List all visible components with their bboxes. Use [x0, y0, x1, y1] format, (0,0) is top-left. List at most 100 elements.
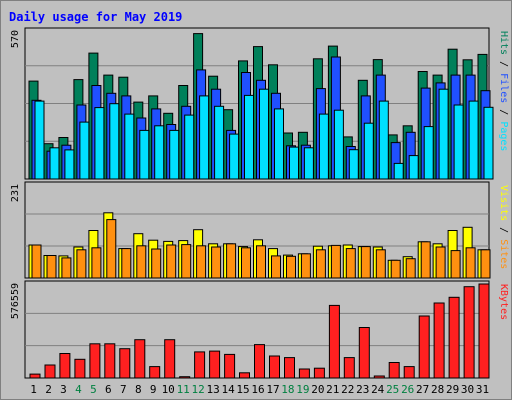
bar-pages-day-30 — [468, 100, 479, 180]
bar-sites-day-24 — [375, 249, 386, 279]
x-tick-day-20: 20 — [311, 383, 324, 396]
bar-kbytes-day-11 — [179, 376, 191, 379]
bar-kbytes-day-9 — [149, 366, 161, 379]
x-tick-day-9: 9 — [150, 383, 157, 396]
x-tick-day-18: 18 — [281, 383, 294, 396]
bar-kbytes-day-19 — [298, 368, 310, 379]
legend-label-files: Files — [498, 73, 509, 103]
bar-kbytes-day-3 — [59, 353, 71, 379]
x-tick-day-11: 11 — [177, 383, 190, 396]
bar-pages-day-4 — [79, 121, 90, 180]
bar-sites-day-28 — [435, 246, 446, 279]
bar-sites-day-23 — [360, 246, 371, 279]
bar-sites-day-1 — [31, 244, 42, 279]
bar-sites-day-21 — [330, 244, 341, 279]
bar-kbytes-day-29 — [448, 296, 460, 379]
bar-kbytes-day-25 — [388, 362, 400, 379]
legend-top: Hits / Files / Pages — [498, 31, 509, 151]
x-tick-day-5: 5 — [90, 383, 97, 396]
x-tick-day-6: 6 — [105, 383, 112, 396]
bar-sites-day-31 — [480, 249, 491, 279]
bar-sites-day-4 — [76, 249, 87, 279]
x-tick-day-29: 29 — [446, 383, 459, 396]
bar-kbytes-day-4 — [74, 358, 86, 379]
bar-pages-day-27 — [423, 126, 434, 180]
x-tick-day-31: 31 — [476, 383, 489, 396]
x-tick-day-14: 14 — [221, 383, 235, 396]
bar-pages-day-24 — [378, 100, 389, 180]
x-tick-day-13: 13 — [206, 383, 219, 396]
bar-sites-day-22 — [345, 248, 356, 279]
bar-kbytes-day-28 — [433, 302, 445, 379]
x-tick-day-4: 4 — [75, 383, 82, 396]
bar-sites-day-27 — [420, 241, 431, 279]
legend-label-hits: Hits — [498, 31, 509, 55]
bar-sites-day-2 — [46, 255, 57, 279]
bar-kbytes-day-6 — [104, 343, 116, 379]
legend-label-visits: Visits — [498, 185, 509, 221]
bar-sites-day-9 — [151, 248, 162, 279]
bar-sites-day-5 — [91, 247, 102, 279]
bar-kbytes-day-21 — [328, 304, 340, 379]
x-tick-day-25: 25 — [386, 383, 399, 396]
bar-pages-day-28 — [438, 88, 449, 180]
bar-pages-day-21 — [333, 109, 344, 180]
bar-sites-day-3 — [61, 257, 72, 279]
bar-sites-day-7 — [121, 248, 132, 279]
bar-sites-day-13 — [211, 246, 222, 279]
bar-kbytes-day-13 — [209, 350, 221, 379]
bar-pages-day-16 — [259, 88, 269, 180]
bar-kbytes-day-23 — [358, 327, 370, 379]
legend-label-kbytes: KBytes — [498, 284, 509, 320]
bar-sites-day-8 — [136, 245, 147, 279]
bar-pages-day-7 — [124, 113, 135, 180]
bar-kbytes-day-14 — [224, 353, 236, 379]
bar-sites-day-10 — [166, 244, 177, 279]
ymax-label-top: 570 — [10, 30, 21, 48]
x-tick-day-2: 2 — [45, 383, 52, 396]
bar-kbytes-day-8 — [134, 339, 146, 379]
bar-kbytes-day-17 — [269, 355, 280, 379]
bar-kbytes-day-15 — [239, 372, 250, 379]
bar-pages-day-1 — [34, 100, 45, 180]
bar-sites-day-16 — [256, 245, 266, 279]
legend-separator: / — [498, 221, 509, 239]
bar-sites-day-11 — [181, 244, 192, 279]
chart-title: Daily usage for May 2019 — [9, 10, 182, 24]
x-tick-day-23: 23 — [356, 383, 369, 396]
bar-pages-day-12 — [199, 95, 210, 180]
bar-sites-day-18 — [286, 255, 296, 279]
x-tick-day-30: 30 — [461, 383, 474, 396]
bar-kbytes-day-27 — [418, 315, 430, 379]
x-tick-day-16: 16 — [251, 383, 264, 396]
bar-sites-day-17 — [271, 255, 281, 279]
bar-sites-day-25 — [390, 259, 401, 279]
bar-kbytes-day-12 — [194, 351, 206, 379]
x-tick-day-21: 21 — [326, 383, 339, 396]
bar-kbytes-day-24 — [373, 375, 385, 379]
x-tick-day-17: 17 — [266, 383, 279, 396]
bar-kbytes-day-18 — [284, 357, 295, 379]
bar-pages-day-23 — [363, 122, 374, 180]
x-tick-day-27: 27 — [416, 383, 429, 396]
x-tick-day-12: 12 — [191, 383, 204, 396]
bar-pages-day-18 — [289, 146, 299, 180]
bar-sites-day-29 — [450, 250, 461, 279]
bar-pages-day-13 — [214, 105, 225, 180]
x-tick-day-1: 1 — [30, 383, 37, 396]
legend-middle: Visits / Sites — [498, 185, 509, 269]
legend-separator: / — [498, 55, 509, 73]
bar-pages-day-15 — [244, 94, 254, 180]
x-tick-day-24: 24 — [371, 383, 385, 396]
bar-pages-day-2 — [49, 147, 60, 180]
bar-kbytes-day-2 — [44, 364, 56, 379]
bar-kbytes-day-7 — [119, 348, 131, 379]
ymax-label-middle: 231 — [10, 184, 21, 202]
bar-pages-day-5 — [94, 107, 105, 180]
legend-bottom: KBytes — [498, 284, 509, 320]
x-tick-day-15: 15 — [236, 383, 249, 396]
bar-kbytes-day-30 — [463, 286, 475, 379]
bar-pages-day-19 — [303, 147, 314, 180]
